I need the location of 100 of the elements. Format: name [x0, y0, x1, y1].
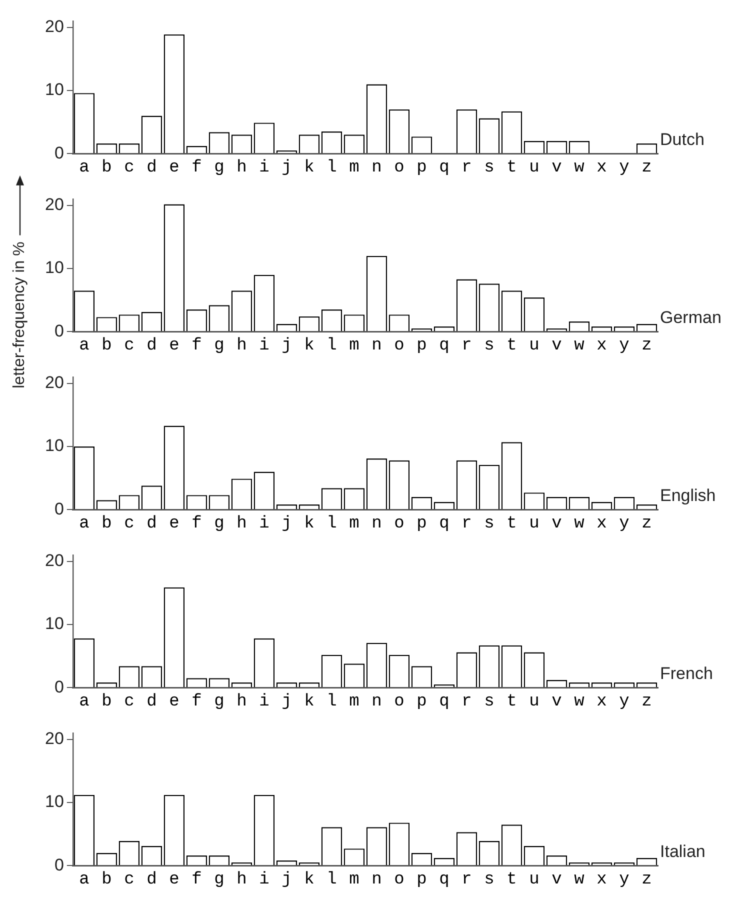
x-tick-label: e — [169, 692, 180, 712]
x-tick-label: y — [619, 692, 630, 712]
x-tick-label: b — [102, 692, 112, 712]
x-tick-label: d — [146, 692, 157, 712]
x-tick-label: x — [596, 870, 607, 890]
y-tick-label: 20 — [44, 373, 64, 392]
x-tick-label: b — [102, 158, 112, 178]
x-tick-label: l — [326, 336, 337, 356]
x-tick-label: s — [484, 336, 494, 356]
x-tick-label: i — [259, 336, 270, 356]
text: German — [660, 308, 722, 328]
y-tick-label: 10 — [44, 80, 64, 100]
x-tick-label: p — [416, 514, 427, 534]
x-tick-label: o — [394, 870, 404, 890]
x-tick-label: z — [642, 514, 652, 534]
x-tick-label: r — [462, 158, 472, 178]
x-tick-label: m — [349, 870, 360, 890]
y-axis-title: letter-frequency in % — [11, 242, 29, 388]
x-tick-label: d — [146, 870, 157, 890]
x-tick-label: e — [169, 158, 180, 178]
x-tick-label: v — [552, 870, 562, 890]
x-tick-label: m — [349, 692, 360, 712]
y-tick-label: 20 — [44, 17, 64, 36]
x-tick-label: w — [574, 692, 586, 712]
x-tick-label: k — [304, 514, 314, 534]
x-tick-label: m — [349, 514, 360, 534]
x-tick-label: l — [326, 870, 337, 890]
x-tick-label: h — [236, 158, 247, 178]
x-tick-label: x — [596, 336, 607, 356]
x-tick-label: p — [416, 158, 427, 178]
x-tick-label: t — [506, 870, 517, 890]
x-tick-label: b — [102, 514, 112, 534]
x-tick-label: w — [574, 336, 586, 356]
x-tick-label: a — [79, 870, 90, 890]
x-tick-label: s — [484, 158, 494, 178]
x-tick-label: v — [552, 158, 562, 178]
x-tick-label: q — [439, 870, 450, 890]
x-tick-label: g — [214, 158, 224, 178]
y-tick-label: 0 — [54, 143, 64, 162]
x-tick-label: k — [304, 870, 314, 890]
x-tick-label: f — [192, 514, 202, 534]
x-tick-label: t — [506, 336, 517, 356]
x-tick-label: l — [326, 692, 337, 712]
x-tick-label: v — [552, 514, 562, 534]
text: Italian — [660, 842, 706, 862]
x-tick-label: h — [236, 870, 247, 890]
x-tick-label: u — [529, 514, 540, 534]
x-tick-label: z — [642, 158, 652, 178]
x-tick-label: c — [124, 158, 134, 178]
x-tick-label: z — [642, 692, 652, 712]
x-tick-label: k — [304, 692, 314, 712]
x-tick-label: f — [192, 336, 202, 356]
x-tick-label: n — [372, 158, 382, 178]
x-tick-label: r — [462, 336, 472, 356]
x-tick-label: k — [304, 158, 314, 178]
x-tick-label: f — [192, 870, 202, 890]
x-tick-label: g — [214, 870, 224, 890]
x-tick-label: y — [619, 158, 630, 178]
y-tick-label: 10 — [44, 614, 64, 634]
x-tick-label: e — [169, 336, 180, 356]
x-tick-label: a — [79, 692, 90, 712]
x-tick-label: d — [146, 336, 157, 356]
x-tick-label: e — [169, 870, 180, 890]
x-tick-label: p — [416, 336, 427, 356]
x-tick-label: w — [574, 514, 586, 534]
x-tick-label: b — [102, 336, 112, 356]
x-tick-label: b — [102, 870, 112, 890]
x-tick-label: e — [169, 514, 180, 534]
y-tick-label: 10 — [44, 436, 64, 456]
x-tick-label: r — [462, 514, 472, 534]
x-tick-label: y — [619, 336, 630, 356]
x-tick-label: l — [326, 514, 337, 534]
y-tick-label: 0 — [54, 499, 64, 518]
x-tick-label: a — [79, 514, 90, 534]
x-tick-label: c — [124, 336, 134, 356]
x-tick-label: x — [596, 514, 607, 534]
x-tick-label: z — [642, 336, 652, 356]
x-tick-label: c — [124, 514, 134, 534]
text: French — [660, 664, 713, 684]
x-tick-label: q — [439, 514, 450, 534]
x-tick-label: d — [146, 158, 157, 178]
x-tick-label: o — [394, 336, 404, 356]
x-tick-label: q — [439, 692, 450, 712]
x-tick-label: a — [79, 336, 90, 356]
x-tick-label: h — [236, 514, 247, 534]
x-tick-label: u — [529, 336, 540, 356]
x-tick-label: i — [259, 514, 270, 534]
x-tick-label: v — [552, 336, 562, 356]
y-tick-label: 0 — [54, 855, 64, 874]
x-tick-label: f — [192, 692, 202, 712]
x-tick-label: n — [372, 514, 382, 534]
x-tick-label: u — [529, 870, 540, 890]
y-tick-label: 20 — [44, 729, 64, 748]
x-tick-label: u — [529, 158, 540, 178]
x-tick-label: t — [506, 514, 517, 534]
x-tick-label: x — [596, 158, 607, 178]
x-tick-label: n — [372, 870, 382, 890]
x-tick-label: m — [349, 336, 360, 356]
x-tick-label: t — [506, 158, 517, 178]
x-tick-label: s — [484, 514, 494, 534]
